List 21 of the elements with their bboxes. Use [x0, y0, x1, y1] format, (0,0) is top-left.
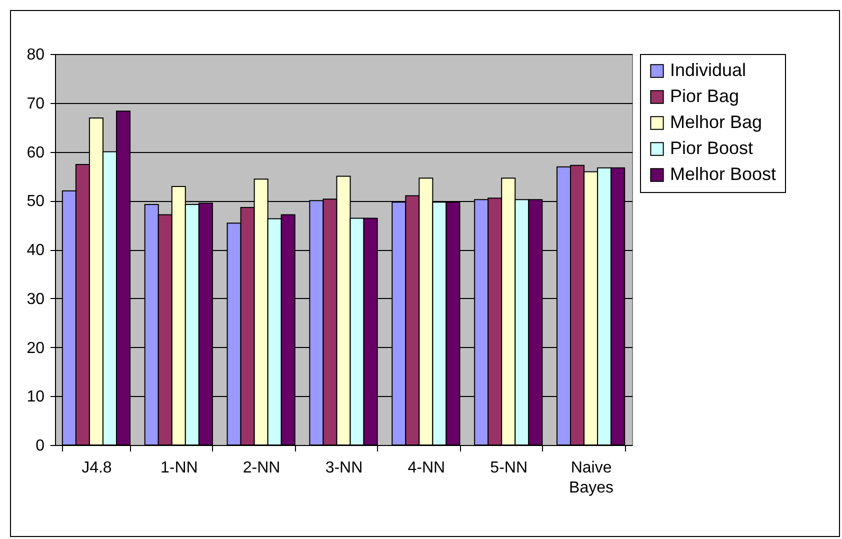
x-tick-label: Naive Bayes [569, 460, 614, 496]
x-tick-label: 1-NN [160, 460, 198, 476]
legend-label: Pior Bag [670, 86, 740, 106]
y-tick-label: 0 [36, 438, 45, 454]
y-tick-label: 60 [26, 144, 45, 162]
y-tick-label: 70 [26, 95, 45, 112]
legend-label: Melhor Boost [670, 164, 776, 184]
y-tick-label: 20 [26, 340, 45, 357]
y-tick-label: 10 [26, 388, 45, 406]
x-tick-label: J4.8 [82, 460, 112, 476]
x-tick-label: 2-NN [242, 460, 280, 476]
y-tick-label: 30 [26, 290, 45, 308]
y-tick-label: 40 [26, 242, 45, 259]
legend-label: Individual [670, 60, 746, 80]
legend-label: Melhor Bag [670, 112, 762, 132]
y-tick-label: 80 [26, 46, 45, 64]
legend-label: Pior Boost [670, 138, 754, 158]
y-tick-label: 50 [26, 193, 45, 210]
x-tick-label: 4-NN [408, 460, 446, 476]
x-tick-label: 5-NN [490, 460, 528, 476]
x-tick-label: 3-NN [325, 460, 363, 476]
